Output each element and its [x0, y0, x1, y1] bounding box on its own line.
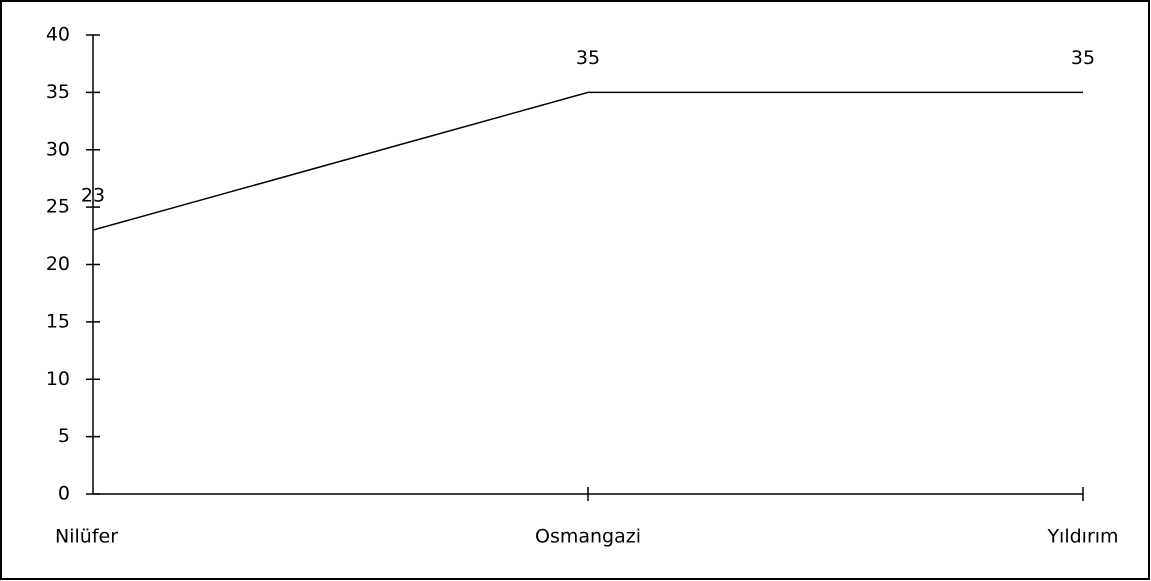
- y-tick-label: 0: [58, 483, 70, 505]
- y-tick-label: 30: [46, 138, 70, 160]
- x-tick-label: Yıldırım: [1046, 526, 1118, 548]
- data-label: 35: [576, 47, 600, 69]
- data-label: 35: [1071, 47, 1095, 69]
- x-tick-label: Osmangazi: [535, 526, 641, 548]
- x-tick-label: Nilüfer: [55, 526, 118, 548]
- y-tick-label: 35: [46, 81, 70, 103]
- y-tick-label: 40: [46, 24, 70, 46]
- y-tick-label: 20: [46, 253, 70, 275]
- y-tick-label: 15: [46, 310, 70, 332]
- y-tick-label: 5: [58, 425, 70, 447]
- series-line: [92, 91, 1083, 231]
- y-tick-label: 10: [46, 368, 70, 390]
- y-tick-label: 25: [46, 196, 70, 218]
- data-label: 23: [81, 185, 105, 207]
